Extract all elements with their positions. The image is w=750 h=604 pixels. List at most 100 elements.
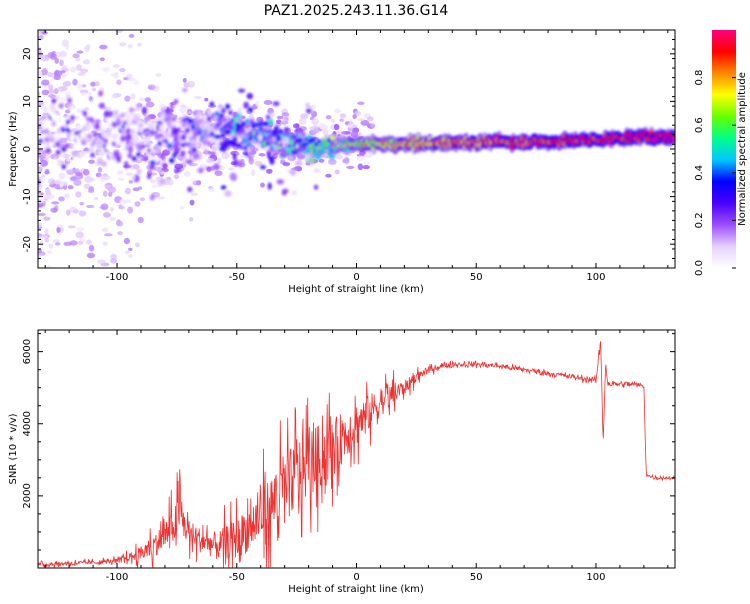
spectrogram-blob bbox=[232, 153, 237, 160]
x-tick-label: 100 bbox=[586, 272, 605, 283]
y-tick-label: 20 bbox=[22, 47, 33, 60]
spectrogram-ridge-cell bbox=[52, 159, 58, 165]
spectrogram-blob bbox=[133, 114, 141, 123]
spectrogram-speckle bbox=[54, 8, 58, 14]
spectrogram-speckle bbox=[99, 44, 108, 50]
spectrogram-speckle bbox=[110, 207, 115, 212]
spectrogram-speckle bbox=[75, 58, 81, 62]
colorbar-tick-label: 0.0 bbox=[694, 260, 705, 276]
spectrogram-speckle bbox=[65, 209, 71, 216]
spectrogram-blob bbox=[266, 150, 272, 159]
spectrogram-ridge-cell bbox=[240, 121, 246, 127]
spectrogram-blob bbox=[272, 136, 277, 143]
spectrogram-speckle bbox=[111, 93, 118, 99]
spectrogram-blob bbox=[313, 168, 321, 173]
spectrogram-ridge-cell bbox=[128, 112, 134, 118]
spectrogram-blob bbox=[235, 143, 242, 149]
spectrogram-blob bbox=[224, 139, 231, 148]
spectrogram-blob bbox=[304, 153, 311, 161]
spectrogram-blob bbox=[185, 159, 193, 165]
spectrogram-speckle bbox=[48, 272, 52, 278]
spectrogram-blob bbox=[155, 145, 160, 154]
spectrogram-speckle bbox=[77, 72, 86, 76]
spectrogram-speckle bbox=[88, 159, 95, 164]
spectrogram-blob bbox=[124, 133, 132, 142]
spectrogram-blob bbox=[113, 149, 120, 158]
spectrogram-speckle bbox=[38, 232, 43, 238]
spectrogram-speckle bbox=[81, 21, 86, 24]
spectrogram-blob bbox=[271, 128, 279, 136]
spectrogram-speckle bbox=[298, 118, 307, 125]
spectrogram-speckle bbox=[47, 71, 53, 78]
spectrogram-speckle bbox=[61, 65, 68, 72]
spectrogram-blob bbox=[238, 88, 246, 93]
spectrogram-ridge-cell bbox=[87, 133, 93, 140]
spectrogram-speckle bbox=[38, 184, 42, 190]
spectrogram-speckle bbox=[258, 153, 266, 157]
spectrogram-blob bbox=[283, 129, 290, 137]
spectrogram-blob bbox=[203, 134, 209, 143]
spectrogram-blob bbox=[225, 124, 233, 130]
spectrogram-speckle bbox=[50, 53, 57, 60]
spectrogram-speckle bbox=[82, 59, 91, 65]
spectrogram-speckle bbox=[219, 165, 225, 170]
spectrogram-speckle bbox=[51, 201, 60, 205]
spectrogram-blob bbox=[98, 102, 106, 109]
spectrogram-speckle bbox=[186, 80, 195, 88]
spectrogram-ridge-cell bbox=[39, 143, 45, 149]
spectrogram-blob bbox=[195, 110, 202, 117]
spectrogram-speckle bbox=[41, 89, 50, 96]
spectrogram-blob bbox=[142, 137, 150, 146]
spectrogram-ridge-cell bbox=[672, 136, 675, 142]
spectrogram-blob bbox=[127, 145, 134, 154]
spectrogram-speckle bbox=[61, 85, 68, 91]
spectrogram-speckle bbox=[124, 95, 131, 102]
spectrogram-blob bbox=[297, 152, 303, 161]
spectrogram-speckle bbox=[254, 160, 263, 167]
spectrogram-speckle bbox=[80, 68, 89, 73]
spectrogram-speckle bbox=[208, 186, 215, 193]
spectrogram-speckle bbox=[126, 172, 133, 176]
spectrogram-ridge-cell bbox=[64, 143, 70, 149]
spectrogram-ridge-cell bbox=[268, 119, 274, 125]
spectrogram-blob bbox=[174, 168, 181, 173]
spectrogram-speckle bbox=[110, 257, 118, 264]
spectrogram-speckle bbox=[53, 88, 59, 95]
spectrogram-speckle bbox=[78, 210, 87, 217]
spectrogram-blob bbox=[176, 134, 182, 141]
spectrogram-speckle bbox=[38, 101, 45, 107]
spectrogram-speckle bbox=[55, 184, 60, 190]
spectrogram-ridge-cell bbox=[131, 133, 137, 139]
spectrogram-speckle bbox=[330, 118, 336, 123]
spectrogram-speckle bbox=[333, 109, 342, 113]
spectrogram-speckle bbox=[113, 64, 120, 68]
spectrogram-speckle bbox=[147, 84, 156, 91]
spectrogram-speckle bbox=[319, 124, 329, 131]
spectrogram-blob bbox=[243, 101, 249, 109]
spectrogram-ridge-cell bbox=[251, 123, 257, 129]
spectrogram-speckle bbox=[41, 18, 49, 25]
spectrogram-speckle bbox=[38, 222, 43, 228]
spectrogram-blob bbox=[281, 189, 287, 196]
spectrogram-ridge-cell bbox=[80, 151, 86, 157]
spectrogram-blob bbox=[159, 178, 167, 186]
spectrogram-speckle bbox=[44, 228, 49, 235]
spectrogram-speckle bbox=[79, 202, 85, 206]
spectrogram-speckle bbox=[117, 231, 123, 236]
spectrogram-blob bbox=[192, 152, 199, 160]
spectrogram-ridge-cell bbox=[330, 153, 336, 160]
spectrogram-blob bbox=[256, 143, 262, 150]
snr-series-line bbox=[38, 341, 675, 568]
y-tick-label: 10 bbox=[22, 95, 33, 108]
spectrogram-blob bbox=[272, 101, 280, 107]
spectrogram-blob bbox=[190, 137, 195, 145]
spectrogram-speckle bbox=[102, 241, 108, 246]
spectrogram-speckle bbox=[110, 253, 117, 260]
spectrogram-blob bbox=[282, 136, 290, 145]
spectrogram-speckle bbox=[300, 113, 309, 120]
spectrogram-blob bbox=[306, 160, 314, 165]
spectrogram-blob bbox=[313, 125, 319, 134]
spectrogram-speckle bbox=[55, 242, 61, 246]
spectrogram-speckle bbox=[108, 191, 113, 197]
spectrogram-speckle bbox=[124, 11, 132, 15]
